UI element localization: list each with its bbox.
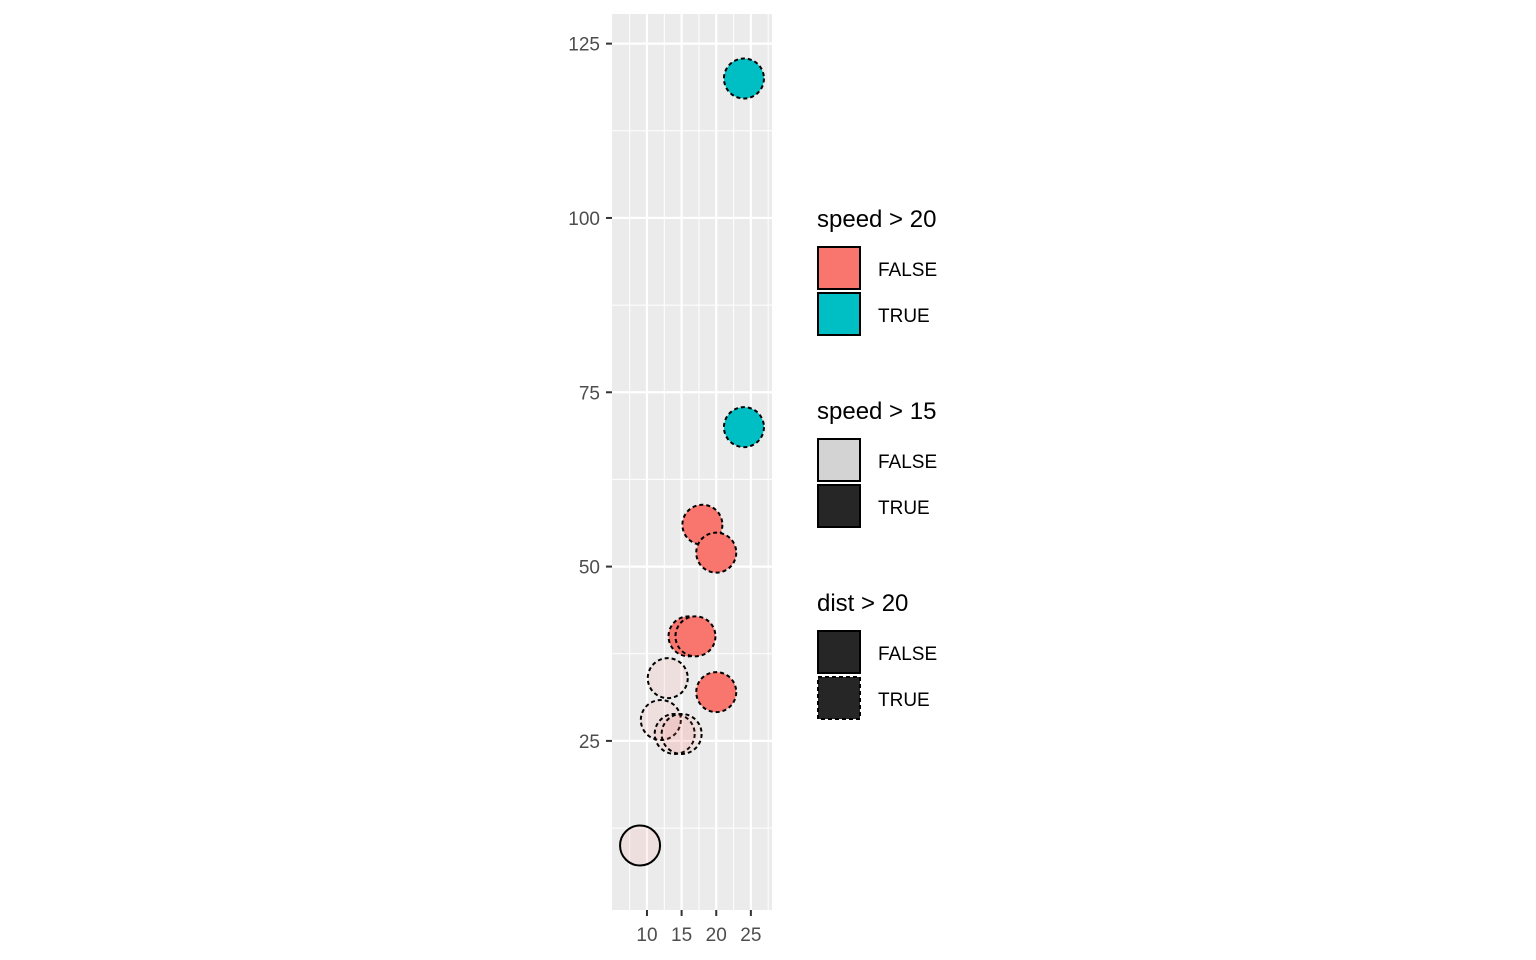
y-tick-label: 25 (579, 732, 600, 753)
y-tick-label: 75 (579, 383, 600, 404)
plot-panel (612, 14, 772, 910)
legend-key (817, 292, 861, 336)
legend-key (817, 676, 861, 720)
legend-title: dist > 20 (817, 590, 908, 617)
y-tick-label: 100 (568, 209, 600, 230)
scatter-point (695, 531, 738, 574)
legend-group: speed > 20 FALSE TRUE (817, 206, 937, 336)
axes: 25 50 75 100 125 10 15 20 25 (568, 35, 761, 946)
scatter-point (674, 615, 717, 658)
x-tick-label: 15 (671, 925, 692, 946)
scatter-point (646, 657, 689, 700)
legend-title: speed > 20 (817, 206, 936, 233)
data-points (619, 57, 765, 867)
panel-background (612, 14, 772, 910)
scatter-point (660, 712, 703, 755)
y-tick-label: 125 (568, 35, 600, 56)
legend-key (817, 246, 861, 290)
scatter-point (619, 824, 662, 867)
legend-key (817, 438, 861, 482)
legend-label: TRUE (878, 690, 930, 711)
legend-label: FALSE (878, 644, 937, 665)
legend-key (817, 630, 861, 674)
scatter-point (722, 57, 765, 100)
x-tick-label: 20 (706, 925, 727, 946)
x-tick-label: 25 (740, 925, 761, 946)
scatter-point (695, 671, 738, 714)
legend-key (817, 484, 861, 528)
legend-group: speed > 15 FALSE TRUE (817, 398, 937, 528)
legend-label: TRUE (878, 306, 930, 327)
legend-label: FALSE (878, 260, 937, 281)
legend-label: TRUE (878, 498, 930, 519)
y-tick-label: 50 (579, 558, 600, 579)
scatter-point (722, 406, 765, 449)
legend-title: speed > 15 (817, 398, 936, 425)
x-tick-label: 10 (636, 925, 657, 946)
legend-label: FALSE (878, 452, 937, 473)
legend-group: dist > 20 FALSE TRUE (817, 590, 937, 720)
